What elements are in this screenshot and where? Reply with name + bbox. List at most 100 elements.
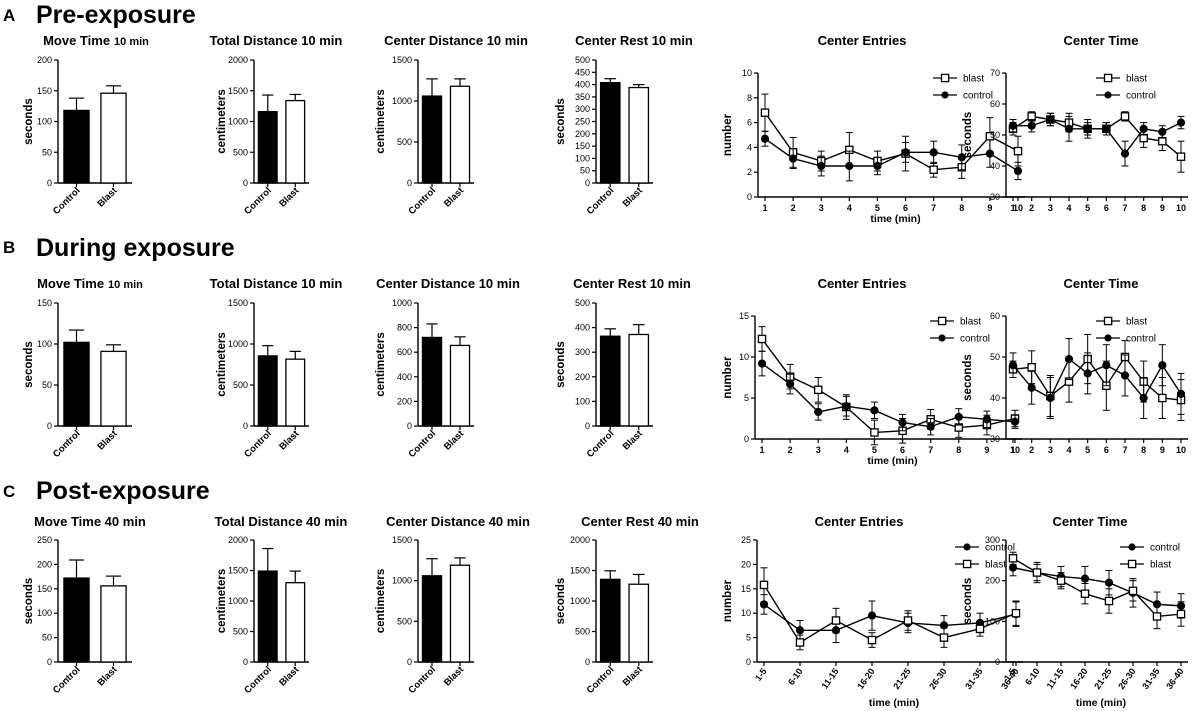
x-tick-label: 16-20 — [855, 666, 876, 691]
legend-marker-square — [937, 316, 947, 326]
series-line-blast — [764, 112, 1019, 171]
chart-1: Move Time 10 min 0 50 100 150 200 seconds Contro… — [23, 33, 149, 217]
y-tick-label: 500 — [575, 298, 590, 308]
y-axis-label: seconds — [555, 578, 567, 625]
legend-label: control — [960, 334, 990, 345]
series-control — [1008, 338, 1186, 419]
x-axis-label: time (min) — [1076, 697, 1126, 709]
x-tick-label: 8 — [1141, 445, 1146, 455]
point-blast — [1176, 152, 1186, 161]
y-tick-label: 8 — [747, 93, 752, 103]
category-label: Blast — [95, 185, 120, 210]
y-tick-label: 500 — [233, 627, 248, 637]
x-tick-label: 26-30 — [927, 666, 948, 691]
legend-entry-blast: blast — [930, 317, 981, 328]
point-blast — [1120, 112, 1130, 121]
point-blast — [867, 635, 877, 645]
x-tick-label: 7 — [1122, 445, 1127, 455]
point-control — [898, 418, 907, 427]
x-tick-label: 5 — [1085, 445, 1090, 455]
legend-entry-blast: blast — [1120, 560, 1171, 571]
point-control — [814, 407, 823, 417]
point-blast — [760, 108, 770, 117]
point-blast — [1080, 589, 1090, 598]
y-tick-label: 100 — [985, 616, 1000, 626]
bar-blast — [100, 92, 127, 184]
y-axis-label: number — [722, 113, 734, 156]
x-tick-label: 9 — [1160, 203, 1165, 213]
category-label: Control — [51, 185, 83, 217]
y-tick-label: 50 — [580, 166, 590, 176]
legend-marker-square — [1127, 559, 1137, 569]
point-control — [954, 412, 963, 421]
series-line-control — [1013, 118, 1182, 155]
y-tick-label: 1000 — [228, 117, 248, 127]
point-control — [1064, 354, 1074, 364]
y-tick-label: 300 — [985, 535, 1000, 545]
y-tick-label: 0 — [747, 192, 752, 202]
y-tick-label: 30 — [990, 434, 1000, 444]
x-tick-label: 6-10 — [1023, 666, 1042, 686]
point-control — [1120, 149, 1130, 158]
series-blast — [759, 567, 1021, 651]
chart-5: Center Entries 0 2 4 6 8 10 number 1 2 3 4 5 6 7 8 9 10 ti… — [722, 33, 1025, 225]
chart-16: Center Rest 40 min 0 500 1000 1500 2000 second… — [555, 514, 699, 696]
y-axis-label: centimeters — [216, 89, 228, 154]
point-control — [870, 406, 879, 415]
chart-title: Move Time 10 min — [43, 33, 149, 48]
y-tick-label: 20 — [741, 559, 751, 569]
category-label: Blast — [621, 664, 646, 689]
category-label: Control — [242, 185, 274, 217]
series-line-control — [763, 603, 1017, 631]
chart-9: Center Distance 10 min 0 200 400 600 800 1000 c… — [375, 276, 520, 460]
legend-marker-circle — [1104, 334, 1112, 342]
point-blast — [813, 385, 823, 395]
category-label: Blast — [277, 664, 302, 689]
point-control — [982, 415, 991, 424]
y-tick-label: 60 — [990, 311, 1000, 321]
point-control — [795, 626, 805, 635]
x-tick-label: 3 — [816, 445, 821, 455]
y-axis-label: centimeters — [216, 569, 228, 634]
y-tick-label: 0 — [995, 657, 1000, 667]
point-blast — [1104, 596, 1114, 606]
bar-blast — [285, 358, 306, 427]
y-tick-label: 1000 — [392, 298, 412, 308]
y-tick-label: 100 — [37, 117, 52, 127]
chart-title: Center Distance 10 min — [384, 33, 528, 48]
x-tick-label: 2 — [791, 203, 796, 213]
x-tick-label: 6 — [1104, 203, 1109, 213]
bar-control — [599, 335, 621, 427]
x-tick-label: 26-30 — [1116, 666, 1137, 691]
y-tick-label: 70 — [990, 68, 1000, 78]
y-axis-label: seconds — [23, 578, 35, 625]
point-blast — [1158, 136, 1167, 146]
section-title-during-exposure: During exposure — [36, 234, 235, 262]
x-tick-label: 21-25 — [891, 666, 912, 691]
series-control — [757, 350, 1020, 436]
chart-title: Center Distance 10 min — [376, 276, 520, 291]
x-tick-label: 7 — [928, 445, 933, 455]
series-line-blast — [1012, 115, 1182, 158]
point-control — [1008, 361, 1018, 370]
y-tick-label: 1000 — [228, 596, 248, 606]
bar-control — [257, 570, 278, 663]
x-tick-label: 6 — [900, 445, 905, 455]
y-tick-label: 40 — [990, 393, 1000, 403]
legend-label: blast — [985, 560, 1006, 571]
y-tick-label: 40 — [990, 161, 1000, 171]
point-control — [845, 161, 854, 171]
point-blast — [903, 616, 913, 625]
legend-label: blast — [960, 317, 981, 328]
y-tick-label: 350 — [575, 92, 590, 102]
x-axis-label: time (min) — [867, 455, 917, 467]
y-tick-label: 0 — [243, 657, 248, 667]
y-tick-label: 25 — [741, 535, 751, 545]
point-blast — [939, 633, 949, 642]
legend-label: control — [985, 543, 1015, 554]
legend-entry-control: control — [930, 334, 990, 345]
point-blast — [975, 624, 985, 634]
y-tick-label: 0 — [47, 657, 52, 667]
x-tick-label: 16-20 — [1068, 666, 1089, 691]
legend-entry-control: control — [1096, 91, 1156, 102]
